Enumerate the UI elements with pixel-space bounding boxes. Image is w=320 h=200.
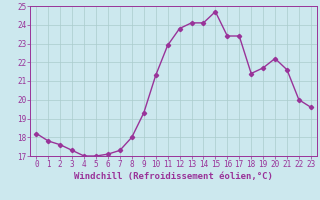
X-axis label: Windchill (Refroidissement éolien,°C): Windchill (Refroidissement éolien,°C) [74,172,273,181]
